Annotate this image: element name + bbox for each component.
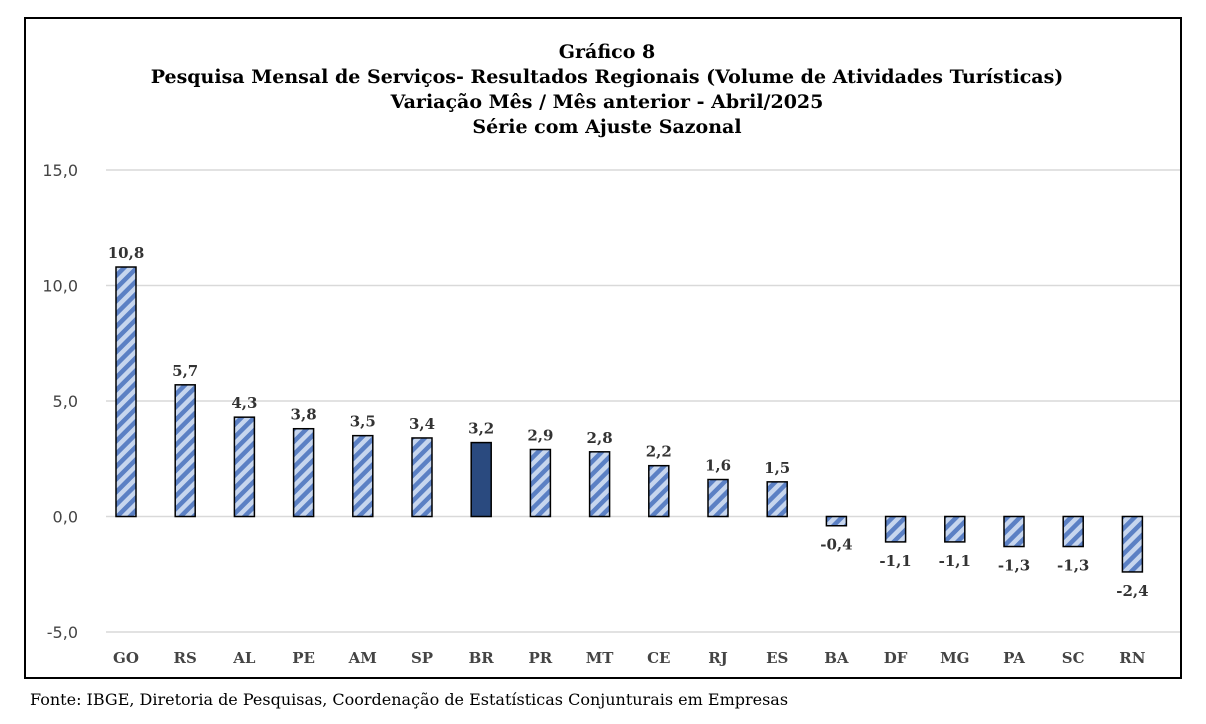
data-label: -1,1 xyxy=(879,552,911,570)
x-tick-label: PR xyxy=(529,649,553,667)
bar-am xyxy=(352,434,374,518)
chart-subtitle-2: Variação Mês / Mês anterior - Abril/2025 xyxy=(390,91,824,113)
data-label: 4,3 xyxy=(231,394,257,412)
data-label: 5,7 xyxy=(172,362,198,380)
data-label: 2,8 xyxy=(587,429,613,447)
y-axis-ticks: 15,0 10,0 5,0 0,0 -5,0 xyxy=(42,161,78,642)
y-tick-label: 0,0 xyxy=(53,508,78,527)
bar-chart: Gráfico 8 Pesquisa Mensal de Serviços- R… xyxy=(42,41,1180,667)
x-tick-label: BA xyxy=(824,649,849,667)
x-tick-label: AM xyxy=(348,649,377,667)
data-label: 3,8 xyxy=(291,406,317,424)
data-label: 3,5 xyxy=(350,413,376,431)
x-tick-label: RS xyxy=(174,649,197,667)
data-label: -1,3 xyxy=(998,557,1030,575)
data-label: 2,9 xyxy=(527,427,553,445)
data-label: 3,2 xyxy=(468,420,494,438)
x-tick-label: RN xyxy=(1119,649,1145,667)
y-tick-label: -5,0 xyxy=(47,623,78,642)
bar-sp xyxy=(411,437,433,518)
y-tick-label: 5,0 xyxy=(53,392,78,411)
chart-title: Gráfico 8 xyxy=(559,41,655,63)
chart-frame: Gráfico 8 Pesquisa Mensal de Serviços- R… xyxy=(24,17,1182,679)
x-tick-label: MT xyxy=(586,649,615,667)
bar-mg xyxy=(944,515,966,543)
bar-pa xyxy=(1003,515,1025,548)
bar-sc xyxy=(1062,515,1084,548)
data-label: -1,1 xyxy=(939,552,971,570)
x-tick-label: GO xyxy=(113,649,139,667)
x-tick-label: RJ xyxy=(708,649,728,667)
data-label: 2,2 xyxy=(646,443,672,461)
x-tick-label: PA xyxy=(1003,649,1025,667)
x-tick-label: CE xyxy=(647,649,670,667)
data-label: -0,4 xyxy=(820,536,852,554)
data-label: -1,3 xyxy=(1057,557,1089,575)
bar-df xyxy=(884,515,907,543)
bar-ba xyxy=(825,515,848,527)
bar-rn xyxy=(1121,515,1144,573)
bar-mt xyxy=(588,451,611,518)
data-label: -2,4 xyxy=(1116,582,1148,600)
bar-go xyxy=(115,266,137,518)
y-tick-label: 15,0 xyxy=(42,161,78,180)
x-tick-label: SP xyxy=(411,649,433,667)
data-labels: 10,8 5,7 4,3 3,8 3,5 3,4 3,2 2,9 2,8 2,2 1,6 1,5 -0,… xyxy=(108,244,1149,600)
source-note: Fonte: IBGE, Diretoria de Pesquisas, Coo… xyxy=(30,690,789,709)
bar-rj xyxy=(707,478,729,518)
y-tick-label: 10,0 xyxy=(42,277,78,296)
bar-pr xyxy=(529,448,552,518)
x-tick-label: MG xyxy=(940,649,969,667)
chart-subtitle-3: Série com Ajuste Sazonal xyxy=(472,116,741,138)
bar-al xyxy=(233,416,256,518)
data-label: 1,5 xyxy=(764,459,790,477)
x-axis-ticks: GO RS AL PE AM SP BR PR MT CE RJ ES BA DF MG PA SC RN xyxy=(113,649,1146,667)
bar-rs xyxy=(174,384,196,518)
x-tick-label: DF xyxy=(884,649,908,667)
x-tick-label: ES xyxy=(766,649,788,667)
bar-ce xyxy=(648,464,670,518)
x-tick-label: AL xyxy=(232,649,256,667)
chart-subtitle-1: Pesquisa Mensal de Serviços- Resultados … xyxy=(151,66,1064,88)
x-tick-label: PE xyxy=(292,649,315,667)
data-label: 3,4 xyxy=(409,415,435,433)
bars xyxy=(115,266,1144,573)
x-tick-label: BR xyxy=(469,649,495,667)
data-label: 1,6 xyxy=(705,457,731,475)
x-tick-label: SC xyxy=(1062,649,1085,667)
bar-pe xyxy=(292,427,315,518)
bar-br xyxy=(470,441,492,518)
bar-es xyxy=(766,481,788,518)
data-label: 10,8 xyxy=(108,244,145,262)
